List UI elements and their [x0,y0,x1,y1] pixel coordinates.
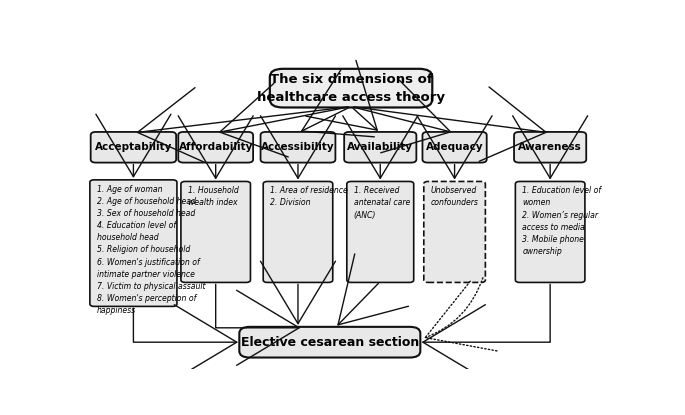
Text: Unobserved
confounders: Unobserved confounders [431,186,479,208]
Text: 1. Household
wealth index: 1. Household wealth index [188,186,238,208]
FancyArrowPatch shape [342,116,418,178]
FancyBboxPatch shape [515,181,585,283]
FancyBboxPatch shape [423,132,487,163]
Text: 1. Age of woman
2. Age of household head
3. Sex of household head
4. Education l: 1. Age of woman 2. Age of household head… [97,185,206,315]
FancyArrowPatch shape [260,261,336,324]
Text: 1. Received
antenatal care
(ANC): 1. Received antenatal care (ANC) [353,186,410,220]
FancyBboxPatch shape [90,132,176,163]
Text: 1. Area of residence
2. Division: 1. Area of residence 2. Division [270,186,348,208]
FancyBboxPatch shape [344,132,416,163]
FancyArrowPatch shape [423,284,550,380]
FancyBboxPatch shape [424,181,486,283]
Text: Availability: Availability [347,142,413,152]
FancyArrowPatch shape [220,83,349,157]
Text: The six dimensions of
healthcare access theory: The six dimensions of healthcare access … [257,73,445,104]
FancyBboxPatch shape [270,69,432,107]
FancyArrowPatch shape [512,116,588,178]
Text: Accessibility: Accessibility [261,142,335,152]
FancyArrowPatch shape [178,116,253,178]
FancyArrowPatch shape [354,87,546,161]
FancyBboxPatch shape [178,132,253,163]
FancyArrowPatch shape [425,278,497,351]
FancyArrowPatch shape [216,284,299,365]
Text: Acceptability: Acceptability [95,142,172,152]
Text: Adequacy: Adequacy [426,142,484,152]
Text: Awareness: Awareness [519,142,582,152]
Text: Affordability: Affordability [179,142,253,152]
Text: Elective cesarean section: Elective cesarean section [240,336,419,349]
FancyArrowPatch shape [138,88,348,162]
FancyArrowPatch shape [96,114,171,177]
FancyArrowPatch shape [338,254,408,325]
Text: 1. Education level of
women
2. Women’s regular
access to media
3. Mobile phone
o: 1. Education level of women 2. Women’s r… [522,186,601,256]
FancyArrowPatch shape [306,61,377,130]
FancyBboxPatch shape [263,181,333,283]
FancyBboxPatch shape [514,132,586,163]
FancyArrowPatch shape [260,116,336,178]
FancyBboxPatch shape [239,327,421,358]
FancyArrowPatch shape [134,305,237,380]
FancyBboxPatch shape [90,180,177,306]
FancyArrowPatch shape [353,80,451,153]
FancyArrowPatch shape [417,116,492,178]
FancyBboxPatch shape [347,181,414,283]
FancyBboxPatch shape [181,181,251,283]
FancyArrowPatch shape [301,70,374,137]
FancyBboxPatch shape [260,132,336,163]
